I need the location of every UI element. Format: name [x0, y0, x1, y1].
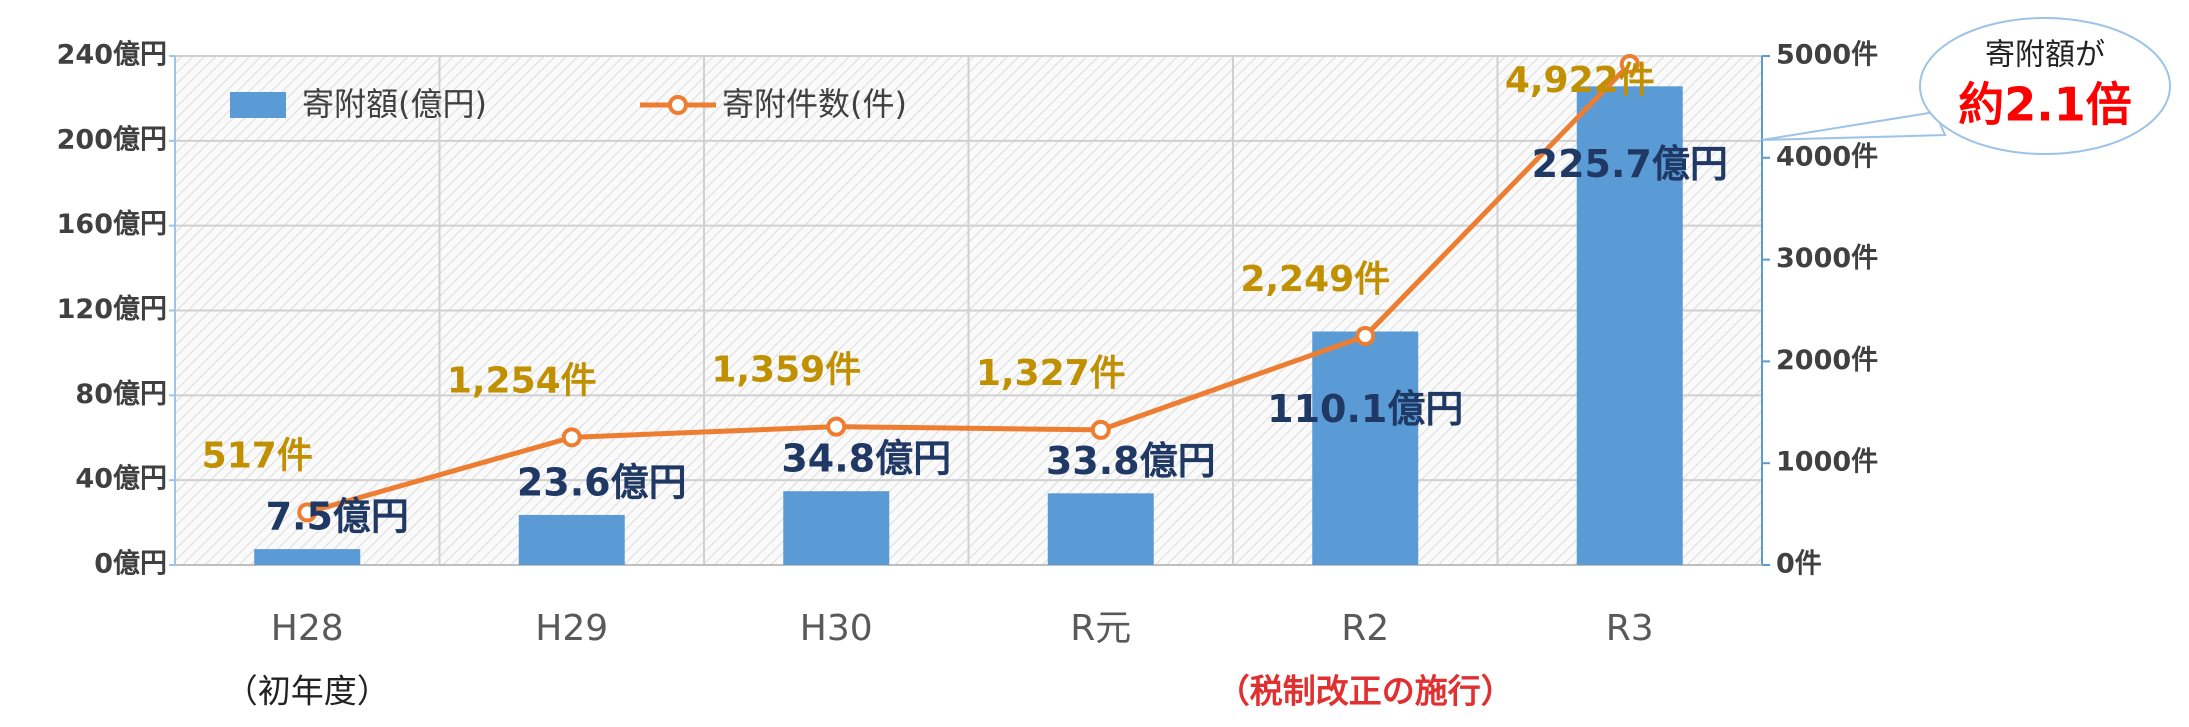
line-value-label: 2,249件 [1240, 259, 1390, 300]
y-tick-label: 40億円 [75, 464, 167, 495]
bar-value-label: 7.5億円 [266, 495, 409, 539]
x-tick-label: H29 [535, 608, 608, 649]
line-marker [1619, 53, 1640, 74]
y2-tick-label: 0件 [1776, 549, 1822, 580]
y2-tick-label: 2000件 [1776, 345, 1878, 376]
y-tick-label: 120億円 [57, 294, 167, 325]
callout: 寄附額が 約2.1倍 [1761, 17, 2171, 155]
line-marker [1090, 419, 1111, 440]
x-tick-label: H30 [800, 608, 873, 649]
y2-tick-label: 1000件 [1776, 447, 1878, 478]
x-tick-label: R元 [1070, 608, 1131, 649]
y-tick-label: 80億円 [75, 379, 167, 410]
line [306, 62, 1632, 515]
y-tick-label: 160億円 [57, 209, 167, 240]
legend-swatch [230, 92, 286, 118]
x-tick-label: H28 [271, 608, 344, 649]
y2-tick-label: 5000件 [1776, 40, 1878, 71]
bar [1312, 331, 1419, 565]
bar-value-label: 33.8億円 [1046, 439, 1216, 483]
line-marker [826, 416, 847, 437]
callout-emphasis: 約2.1倍 [1958, 78, 2132, 132]
y2-tick-label: 3000件 [1776, 243, 1878, 274]
y-tick-label: 0億円 [94, 549, 167, 580]
line-value-label: 4,922件 [1505, 60, 1655, 101]
line-value-label: 517件 [202, 435, 313, 476]
line-value-label: 1,359件 [711, 350, 861, 391]
bar-value-label: 225.7億円 [1532, 142, 1728, 186]
x-tick-label: R3 [1606, 608, 1654, 649]
y-tick-label: 200億円 [57, 124, 167, 155]
bar-value-label: 23.6億円 [517, 460, 687, 504]
line-value-label: 1,254件 [447, 360, 597, 401]
legend-marker [668, 95, 688, 115]
bar-value-label: 110.1億円 [1267, 387, 1463, 431]
category-note: （税制改正の施行） [1217, 672, 1514, 711]
line-marker [1355, 326, 1376, 347]
y-tick-label: 240億円 [57, 40, 167, 71]
y2-tick-label: 4000件 [1776, 141, 1878, 172]
callout-text: 寄附額が [1985, 38, 2105, 73]
x-tick-label: R2 [1341, 608, 1389, 649]
legend-label: 寄附額(億円) [302, 85, 487, 123]
line-marker [297, 502, 318, 523]
bar [254, 549, 361, 565]
line-value-label: 1,327件 [976, 353, 1126, 394]
legend-label: 寄附件数(件) [722, 85, 907, 123]
bar-value-label: 34.8億円 [781, 437, 951, 481]
bar [1047, 493, 1154, 565]
bar [518, 514, 625, 565]
line-marker [561, 427, 582, 448]
category-note: （初年度） [225, 672, 390, 711]
bar [1576, 86, 1683, 566]
bar [783, 491, 890, 565]
